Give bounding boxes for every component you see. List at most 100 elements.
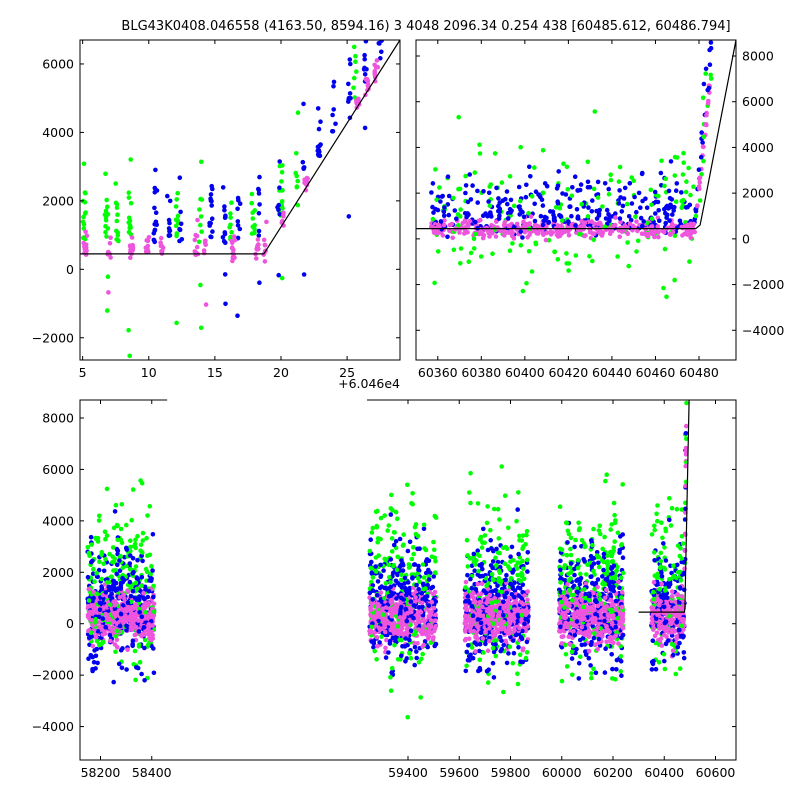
data-point [522,593,527,598]
data-point [125,647,130,652]
data-point [432,280,437,286]
data-point [499,589,504,595]
data-point [707,62,713,67]
data-point [565,187,571,192]
data-point [131,617,137,623]
data-point [673,199,679,204]
data-point [262,259,268,264]
data-point [672,277,677,283]
data-point [565,581,570,587]
data-point [395,624,401,629]
data-point [86,550,92,556]
data-point [145,246,150,252]
data-point [104,604,109,609]
data-point [400,568,406,573]
data-point [127,243,133,248]
data-point [192,237,198,243]
data-point [493,588,498,594]
data-point [105,616,111,622]
data-point [463,636,469,642]
data-point [401,597,406,602]
data-point [382,596,387,601]
data-point [237,201,243,206]
data-point [404,590,410,595]
data-point [595,179,601,185]
data-point [606,212,611,217]
data-point [701,158,706,164]
data-point [515,560,520,565]
data-point [378,56,383,61]
data-point [483,641,488,647]
data-point [421,618,426,624]
data-point [294,173,300,179]
data-point [399,653,404,659]
data-point [177,227,183,233]
data-point [603,646,608,651]
data-point [652,189,658,195]
data-point [572,572,577,578]
data-point [611,584,616,590]
data-point [389,670,395,676]
data-point [533,229,538,234]
data-point [572,632,578,638]
data-point [564,520,570,526]
data-point [407,605,412,611]
data-point [551,217,557,223]
data-point [493,599,499,604]
data-point [412,632,417,637]
data-point [696,167,702,172]
data-point [96,567,102,573]
data-point [604,569,610,574]
data-point [89,542,94,547]
data-point [115,212,120,217]
data-point [562,605,567,610]
data-point [428,617,434,623]
data-point [145,594,151,600]
data-point [142,678,147,683]
data-point [497,200,503,205]
data-point [431,210,436,215]
data-point [522,621,527,627]
data-point [115,237,121,243]
data-point [700,144,706,149]
data-point [393,639,398,644]
data-point [408,622,413,628]
data-point [475,501,481,506]
data-point [565,608,570,614]
data-point [599,601,604,607]
data-point [568,204,573,209]
data-point [368,607,374,613]
data-point [255,243,260,249]
data-point [131,606,136,611]
data-point [91,595,96,601]
data-point [559,678,565,684]
data-point [223,213,228,218]
data-point [431,539,436,545]
data-point [378,562,383,568]
data-point [256,233,262,238]
data-point [133,677,138,683]
data-point [415,641,420,646]
data-point [495,583,500,588]
data-point [132,541,138,547]
data-point [414,649,419,654]
data-point [558,223,564,229]
data-point [369,624,375,630]
data-point [473,633,478,639]
data-point [377,14,382,19]
data-point [532,201,537,207]
data-point [385,528,391,533]
data-point [497,564,503,570]
data-point [82,250,87,256]
data-point [431,230,437,235]
data-point [489,609,495,615]
data-point [107,633,113,638]
recent-ticks: 60360 60380 60400 60420 60440 60460 60480−4000… [416,40,784,380]
data-point [421,522,427,528]
data-point [490,559,496,564]
data-point [83,229,88,234]
data-point [250,216,256,221]
model-curve [416,39,737,230]
data-point [209,203,214,208]
